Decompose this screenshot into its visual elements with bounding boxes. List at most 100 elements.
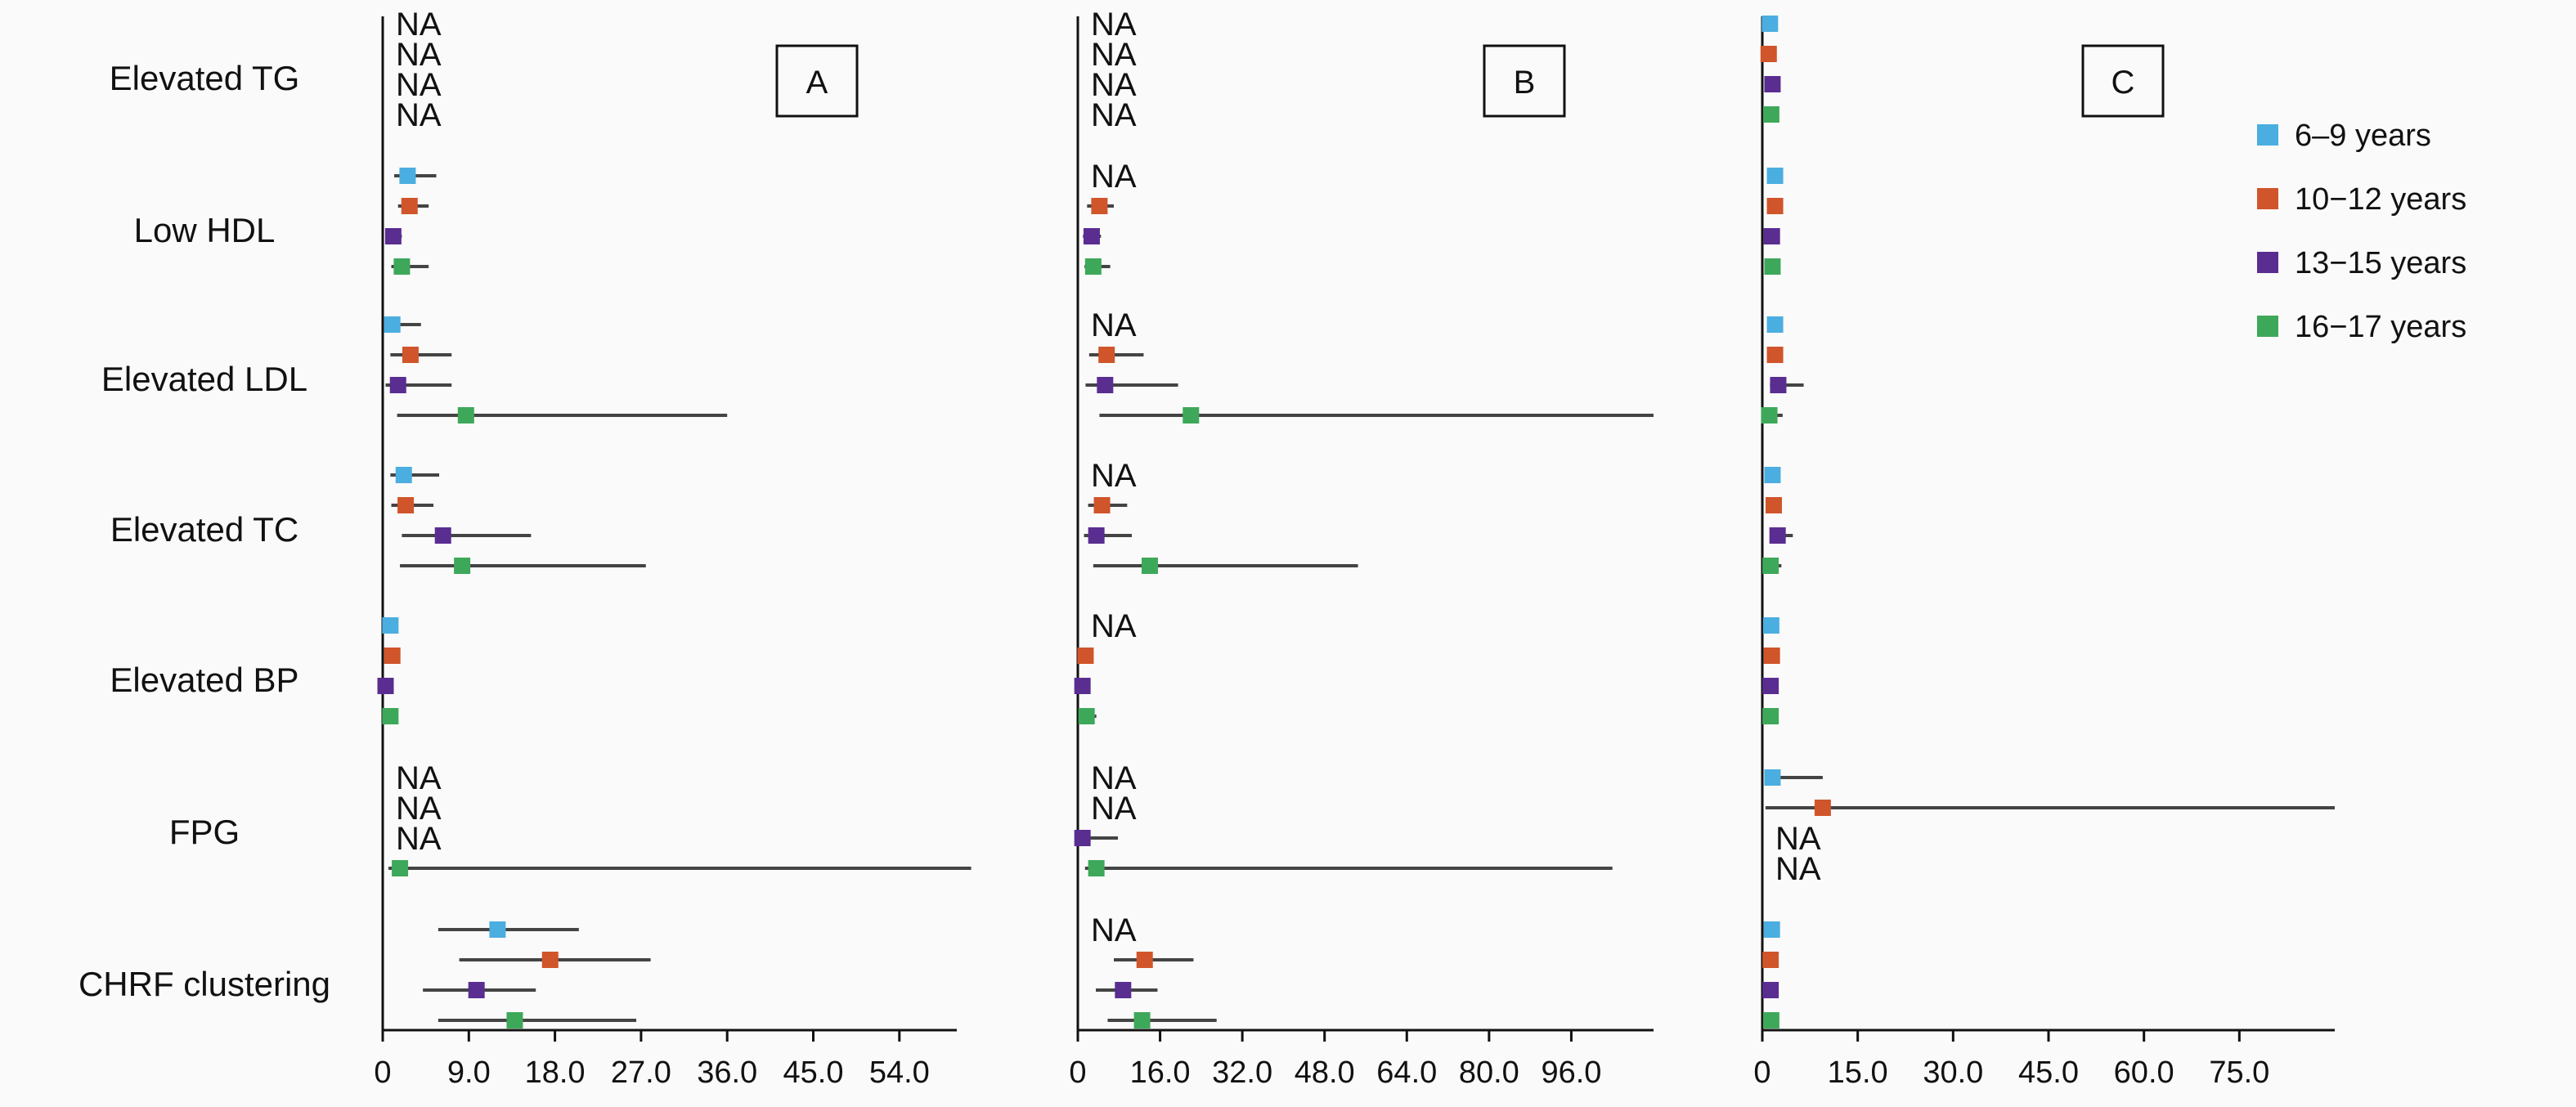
na-label: NA	[1091, 912, 1137, 948]
panel-label-box	[2081, 44, 2165, 118]
na-label: NA	[396, 791, 442, 827]
legend-label: 13−15 years	[2295, 246, 2466, 280]
estimate-marker-chrf-clustering-16-17-years	[1762, 1012, 1779, 1029]
estimate-marker-elevated-tc-16-17-years	[1142, 558, 1158, 574]
legend-label: 16−17 years	[2295, 310, 2466, 344]
estimate-marker-elevated-tc-13-15-years	[434, 527, 451, 544]
legend-item-16-17-years: 16−17 years	[2257, 310, 2466, 344]
legend-swatch	[2257, 252, 2278, 273]
estimate-marker-elevated-tc-6-9-years	[1764, 467, 1781, 483]
legend-item-6-9-years: 6–9 years	[2257, 119, 2431, 153]
legend-label: 10−12 years	[2295, 182, 2466, 217]
legend-swatch	[2257, 188, 2278, 209]
estimate-marker-elevated-bp-13-15-years	[377, 678, 394, 694]
estimate-marker-low-hdl-16-17-years	[1084, 258, 1102, 275]
estimate-marker-elevated-bp-10-12-years	[1077, 648, 1094, 664]
x-tick-label: 64.0	[1376, 1055, 1437, 1090]
estimate-marker-low-hdl-13-15-years	[1083, 228, 1100, 244]
legend-item-13-15-years: 13−15 years	[2257, 246, 2466, 280]
x-tick-label: 96.0	[1541, 1055, 1601, 1090]
x-tick-label: 36.0	[697, 1055, 757, 1090]
estimate-marker-elevated-tg-6-9-years	[1761, 16, 1779, 32]
x-tick-label: 32.0	[1212, 1055, 1272, 1090]
estimate-marker-elevated-tc-13-15-years	[1769, 527, 1786, 544]
estimate-marker-elevated-bp-10-12-years	[384, 648, 401, 664]
panel-label-box	[1483, 44, 1566, 118]
legend-swatch	[2257, 124, 2278, 146]
category-label-chrf-clustering: CHRF clustering	[79, 965, 330, 1003]
na-label: NA	[1091, 97, 1137, 133]
estimate-marker-elevated-tc-16-17-years	[1762, 558, 1779, 574]
estimate-marker-low-hdl-10-12-years	[1091, 198, 1108, 214]
x-tick-label: 60.0	[2114, 1055, 2174, 1090]
estimate-marker-elevated-ldl-16-17-years	[457, 407, 474, 424]
estimate-marker-elevated-bp-6-9-years	[1762, 617, 1779, 634]
category-label-elevated-ldl: Elevated LDL	[101, 360, 307, 398]
estimate-marker-elevated-ldl-16-17-years	[1761, 407, 1778, 424]
estimate-marker-fpg-13-15-years	[1074, 830, 1091, 846]
x-tick-label: 15.0	[1828, 1055, 1888, 1090]
na-label: NA	[1091, 458, 1137, 494]
estimate-marker-elevated-bp-16-17-years	[1762, 708, 1779, 724]
na-label: NA	[1775, 851, 1821, 887]
panel-b: 0 16.0 32.0 48.0 64.0 80.0 96.0BNANANANANANANA…	[1069, 7, 1654, 1090]
estimate-marker-low-hdl-16-17-years	[393, 258, 411, 275]
estimate-marker-elevated-bp-13-15-years	[1762, 678, 1779, 694]
legend-item-10-12-years: 10−12 years	[2257, 182, 2466, 217]
estimate-marker-elevated-tc-10-12-years	[397, 497, 415, 513]
na-label: NA	[1091, 67, 1137, 103]
category-label-elevated-tg: Elevated TG	[110, 59, 300, 97]
estimate-marker-chrf-clustering-16-17-years	[1133, 1012, 1151, 1029]
x-tick-label: 0	[374, 1055, 391, 1090]
estimate-marker-fpg-10-12-years	[1814, 800, 1831, 816]
x-tick-label: 30.0	[1923, 1055, 1983, 1090]
estimate-marker-low-hdl-6-9-years	[399, 168, 416, 184]
estimate-marker-elevated-tg-10-12-years	[1760, 46, 1777, 62]
estimate-marker-elevated-tc-10-12-years	[1093, 497, 1111, 513]
estimate-marker-chrf-clustering-13-15-years	[1115, 982, 1132, 998]
x-tick-label: 45.0	[2018, 1055, 2079, 1090]
estimate-marker-elevated-bp-16-17-years	[1078, 708, 1095, 724]
na-label: NA	[396, 7, 442, 43]
estimate-marker-fpg-16-17-years	[1088, 860, 1105, 876]
estimate-marker-chrf-clustering-16-17-years	[506, 1012, 523, 1029]
na-label: NA	[1775, 821, 1821, 857]
x-tick-label: 75.0	[2209, 1055, 2269, 1090]
estimate-marker-chrf-clustering-6-9-years	[489, 921, 506, 938]
x-tick-label: 16.0	[1130, 1055, 1191, 1090]
na-label: NA	[1091, 159, 1137, 195]
estimate-marker-elevated-bp-13-15-years	[1074, 678, 1091, 694]
category-label-elevated-tc: Elevated TC	[110, 510, 298, 549]
estimate-marker-elevated-ldl-10-12-years	[402, 347, 419, 363]
estimate-marker-elevated-ldl-16-17-years	[1183, 407, 1200, 424]
na-label: NA	[1091, 760, 1137, 796]
panel-label-box	[775, 44, 859, 118]
na-label: NA	[396, 37, 442, 73]
category-label-elevated-bp: Elevated BP	[110, 661, 298, 699]
na-label: NA	[1091, 7, 1137, 43]
estimate-marker-chrf-clustering-13-15-years	[1762, 982, 1779, 998]
x-tick-label: 27.0	[611, 1055, 671, 1090]
estimate-marker-low-hdl-10-12-years	[1766, 198, 1784, 214]
panels: 0 9.0 18.0 27.0 36.0 45.0 54.0ANANANANANANANA0…	[374, 7, 2335, 1090]
na-label: NA	[396, 67, 442, 103]
na-label: NA	[396, 821, 442, 857]
panel-label: C	[2112, 65, 2135, 101]
x-tick-label: 0	[1069, 1055, 1086, 1090]
x-tick-label: 0	[1753, 1055, 1770, 1090]
estimate-marker-elevated-ldl-6-9-years	[384, 316, 401, 333]
estimate-marker-chrf-clustering-10-12-years	[1136, 952, 1153, 968]
na-label: NA	[1091, 37, 1137, 73]
estimate-marker-elevated-ldl-13-15-years	[1097, 377, 1114, 393]
na-label: NA	[396, 97, 442, 133]
estimate-marker-elevated-bp-16-17-years	[382, 708, 399, 724]
legend: 6–9 years 10−12 years 13−15 years 16−17 yea…	[2257, 119, 2466, 344]
estimate-marker-elevated-ldl-13-15-years	[389, 377, 406, 393]
na-label: NA	[1091, 791, 1137, 827]
na-label: NA	[396, 760, 442, 796]
legend-label: 6–9 years	[2295, 119, 2431, 153]
estimate-marker-chrf-clustering-10-12-years	[541, 952, 559, 968]
